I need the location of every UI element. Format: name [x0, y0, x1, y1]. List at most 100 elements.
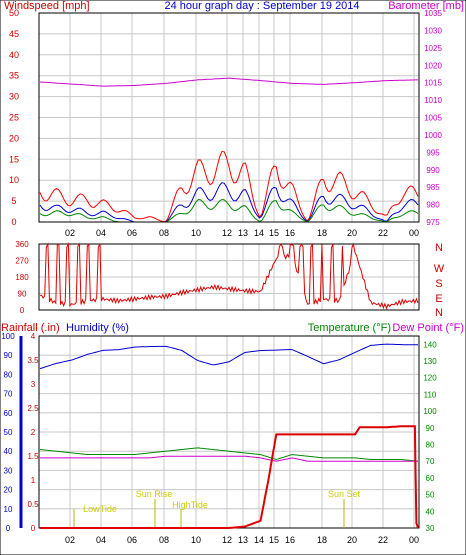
- tick-label: 25: [9, 113, 19, 123]
- panel-wind-barometer: 24 hour graph day : September 19 2014 Wi…: [4, 0, 464, 240]
- x-tick-label: 04: [96, 535, 106, 545]
- series-line: [39, 447, 419, 462]
- series-layer: [39, 77, 419, 223]
- x-tick-label: 15: [269, 535, 279, 545]
- tick-label: 1020: [424, 61, 442, 70]
- tick-label: 10: [4, 505, 13, 514]
- tick-label: 50: [426, 491, 435, 500]
- windspeed-axis-label: Windspeed [mph]: [4, 0, 90, 12]
- tick-label: 0.5: [27, 500, 39, 509]
- series-line: [39, 150, 419, 223]
- series-layer: [39, 242, 419, 310]
- tick-label: 60: [4, 409, 13, 418]
- compass-label: S: [435, 278, 442, 290]
- tick-label: 80: [4, 370, 13, 379]
- x-tick-label: 20: [347, 535, 357, 545]
- tick-label: 1025: [424, 44, 442, 53]
- x-tick-label: 00: [409, 535, 419, 545]
- tick-label: 90: [426, 424, 435, 433]
- tick-label: 10: [9, 175, 19, 185]
- x-tick-label: 06: [127, 228, 137, 238]
- tick-label: 1010: [424, 96, 442, 105]
- series-layer: [39, 343, 419, 529]
- tick-label: 90: [18, 290, 27, 299]
- tick-label: 40: [9, 50, 19, 60]
- tick-label: 40: [4, 447, 13, 456]
- rainfall-axis-label: Rainfall (.in): [1, 322, 60, 334]
- tick-label: 20: [4, 486, 13, 495]
- tick-label: 3: [31, 380, 36, 389]
- annotation-label: HighTide: [172, 500, 208, 510]
- series-line: [39, 242, 419, 310]
- tick-label: 2: [31, 428, 36, 437]
- tick-label: 100: [1, 332, 15, 341]
- series-line: [40, 455, 418, 462]
- tick-label: 45: [9, 29, 19, 39]
- tick-label: 3.5: [27, 356, 39, 365]
- tick-label: 70: [4, 390, 13, 399]
- tick-label: 0: [11, 217, 16, 227]
- x-tick-label: 14: [254, 535, 264, 545]
- rainfall-ticks: 0 0.5 1 1.5 2 2.5 3 3.5 4: [27, 332, 39, 533]
- tick-label: 40: [426, 507, 435, 516]
- tick-label: 30: [4, 466, 13, 475]
- x-ticks-1: 02 04 06 08 10 12 13 14 15 16 18 20 22 00: [65, 228, 419, 238]
- compass-label: N: [435, 242, 443, 254]
- x-tick-label: 22: [378, 228, 388, 238]
- tick-label: 60: [426, 474, 435, 483]
- x-ticks-3: 02 04 06 08 10 12 13 14 15 16 18 20 22 00: [65, 535, 419, 545]
- tick-label: 35: [9, 71, 19, 81]
- compass-label: N: [435, 307, 443, 319]
- series-line: [39, 182, 419, 223]
- x-tick-label: 02: [65, 228, 75, 238]
- x-tick-label: 06: [127, 535, 137, 545]
- tick-label: 0: [6, 524, 11, 533]
- tick-label: 1005: [424, 114, 442, 123]
- annotation-label: Sun Set: [328, 489, 361, 499]
- tick-label: 30: [9, 92, 19, 102]
- x-tick-label: 02: [65, 535, 75, 545]
- tick-label: 120: [423, 374, 437, 383]
- x-tick-label: 15: [269, 228, 279, 238]
- x-tick-label: 18: [317, 228, 327, 238]
- x-tick-label: 12: [222, 228, 232, 238]
- tick-label: 1015: [424, 79, 442, 88]
- tick-label: 990: [426, 166, 440, 175]
- tick-label: 80: [426, 441, 435, 450]
- tick-label: 975: [426, 218, 440, 227]
- x-tick-label: 08: [159, 228, 169, 238]
- series-line: [39, 198, 419, 223]
- tick-label: 1035: [424, 9, 442, 18]
- tick-label: 130: [423, 357, 437, 366]
- x-tick-label: 16: [285, 535, 295, 545]
- x-tick-label: 20: [347, 228, 357, 238]
- x-tick-label: 14: [254, 228, 264, 238]
- barometer-ticks: 975 980 985 990 995 1000 1005 1010 1015 1020 1025 1…: [424, 9, 442, 227]
- tick-label: 50: [4, 428, 13, 437]
- tick-label: 1: [31, 476, 36, 485]
- x-tick-label: 13: [238, 535, 248, 545]
- tick-label: 15: [9, 154, 19, 164]
- annotation-label: LowTide: [83, 504, 117, 514]
- x-tick-label: 22: [378, 535, 388, 545]
- series-line: [39, 77, 418, 87]
- tick-label: 0: [31, 524, 36, 533]
- tick-label: 5: [11, 196, 16, 206]
- tick-label: 30: [426, 524, 435, 533]
- annotation-label: Sun Rise: [136, 489, 173, 499]
- tick-label: 110: [424, 390, 437, 399]
- tick-label: 0: [20, 306, 25, 315]
- chart-title: 24 hour graph day : September 19 2014: [164, 0, 359, 12]
- x-tick-label: 13: [238, 228, 248, 238]
- windspeed-ticks: 0 5 10 15 20 25 30 35 40 45 50: [9, 8, 19, 227]
- series-line: [39, 343, 418, 370]
- series-line: [40, 425, 419, 529]
- x-tick-label: 00: [409, 228, 419, 238]
- x-tick-label: 08: [159, 535, 169, 545]
- tick-label: 2.5: [27, 404, 39, 413]
- dewpoint-axis-label: Dew Point (°F): [392, 322, 464, 334]
